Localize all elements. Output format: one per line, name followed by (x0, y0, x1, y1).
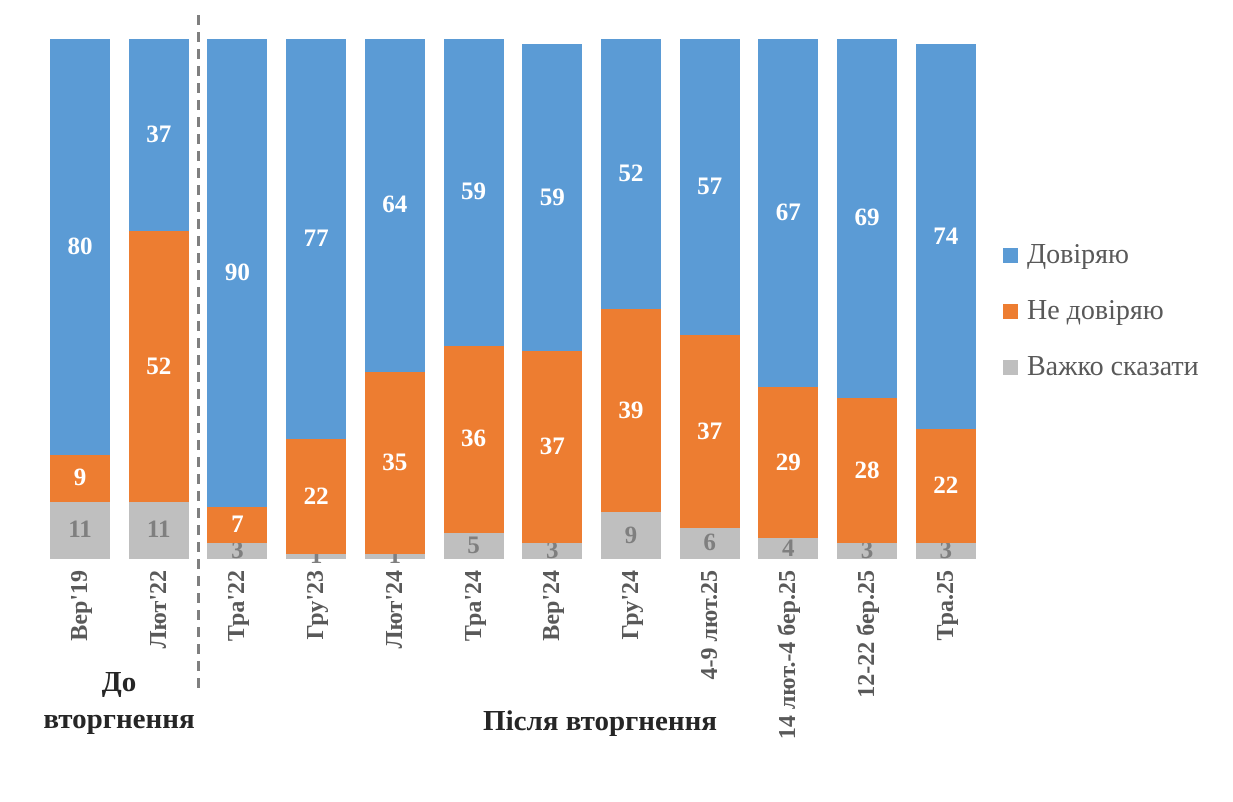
x-axis-label: 4-9 лют.25 (696, 570, 723, 680)
value-label-distrust: 28 (854, 456, 880, 484)
value-label-trust: 77 (303, 225, 329, 253)
legend-swatch-hard-to-say-icon (1003, 359, 1018, 375)
segment-hard-to-say (364, 553, 425, 559)
group-label-before-line1: До (101, 666, 137, 698)
value-label-distrust: 22 (933, 472, 959, 500)
segment-distrust (600, 309, 661, 513)
value-label-hard-to-say: 11 (68, 516, 92, 544)
segment-trust (364, 39, 425, 372)
segment-distrust (286, 439, 347, 554)
segment-hard-to-say (443, 533, 504, 559)
segment-trust (128, 39, 189, 232)
value-label-trust: 59 (539, 183, 565, 211)
value-label-trust: 59 (461, 178, 486, 206)
legend-swatch-distrust-icon (1003, 303, 1018, 319)
value-label-trust: 52 (618, 160, 644, 188)
legend: Довіряю Не довіряю Важко сказати (1003, 239, 1199, 382)
segment-distrust (522, 351, 583, 544)
value-label-hard-to-say: 3 (545, 537, 559, 565)
value-label-trust: 37 (146, 121, 172, 149)
segment-hard-to-say (758, 538, 819, 559)
x-axis-label: Вер'24 (539, 570, 566, 641)
x-axis-label: Тра'24 (460, 570, 487, 642)
x-axis-label: 14 лют.-4 бер.25 (775, 570, 802, 740)
value-label-trust: 90 (224, 259, 250, 286)
segment-hard-to-say (522, 543, 583, 559)
segment-distrust (50, 455, 110, 502)
value-label-hard-to-say: 6 (703, 529, 716, 557)
segment-distrust (443, 345, 504, 533)
group-label-before-invasion: До вторгнення (43, 664, 194, 738)
value-label-distrust: 35 (382, 448, 408, 476)
legend-item-hard-to-say: Важко сказати (1003, 351, 1199, 382)
segment-distrust (364, 371, 425, 554)
value-label-distrust: 36 (461, 425, 486, 453)
segment-distrust (207, 507, 268, 544)
legend-label-distrust: Не довіряю (1027, 295, 1164, 326)
x-axis-label: Тра.25 (932, 570, 959, 641)
value-label-distrust: 9 (73, 464, 87, 492)
segment-hard-to-say (915, 543, 976, 559)
value-label-hard-to-say: 5 (467, 532, 480, 559)
segment-hard-to-say (600, 512, 661, 559)
value-label-hard-to-say: 9 (624, 521, 638, 549)
value-label-hard-to-say: 3 (860, 537, 874, 565)
x-axis-label: Лют'24 (381, 570, 408, 649)
value-label-hard-to-say: 3 (939, 537, 952, 565)
group-label-after-invasion: Після вторгнення (483, 705, 717, 737)
segment-trust (286, 39, 347, 440)
value-label-trust: 80 (67, 233, 93, 260)
value-label-trust: 67 (775, 199, 801, 227)
legend-item-trust: Довіряю (1003, 239, 1199, 270)
group-label-before-line2: вторгнення (43, 703, 195, 735)
segment-trust (443, 39, 504, 346)
segment-hard-to-say (286, 553, 347, 559)
legend-label-trust: Довіряю (1027, 239, 1129, 270)
segment-hard-to-say (207, 543, 268, 559)
legend-item-distrust: Не довіряю (1003, 295, 1199, 326)
segment-hard-to-say (128, 501, 189, 559)
segment-trust (758, 39, 819, 388)
x-axis-label: 12-22 бер.25 (854, 570, 880, 698)
x-axis-label: Тра'22 (224, 570, 251, 642)
x-axis-label: Гру'23 (303, 570, 330, 640)
legend-swatch-trust-icon (1003, 247, 1018, 263)
segment-distrust (679, 335, 740, 528)
segment-trust (600, 39, 661, 310)
segment-hard-to-say (837, 543, 897, 559)
segment-distrust (128, 231, 189, 502)
value-label-distrust: 37 (697, 417, 723, 445)
segment-distrust (758, 387, 819, 539)
value-label-distrust: 39 (618, 396, 644, 424)
segment-trust (679, 39, 740, 336)
legend-label-hard-to-say: Важко сказати (1027, 351, 1199, 382)
value-label-distrust: 22 (303, 482, 329, 510)
value-label-distrust: 37 (539, 433, 565, 461)
segment-trust (837, 39, 897, 398)
x-axis-label: Гру'24 (617, 570, 644, 640)
value-label-distrust: 29 (775, 448, 801, 476)
value-label-distrust: 52 (146, 352, 172, 380)
segment-trust (522, 44, 583, 351)
segment-hard-to-say (50, 501, 110, 559)
value-label-trust: 57 (697, 173, 723, 201)
segment-hard-to-say (679, 527, 740, 559)
value-label-hard-to-say: 11 (146, 516, 171, 544)
group-separator-line (196, 15, 200, 690)
value-label-trust: 69 (854, 204, 880, 232)
value-label-trust: 64 (382, 191, 408, 219)
segment-trust (50, 39, 110, 455)
segment-distrust (837, 397, 897, 544)
value-label-hard-to-say: 3 (231, 537, 244, 565)
segment-distrust (915, 429, 976, 544)
value-label-trust: 74 (933, 222, 959, 250)
value-label-hard-to-say: 4 (782, 534, 795, 562)
value-label-distrust: 7 (231, 511, 244, 539)
segment-trust (915, 44, 976, 429)
segment-trust (207, 39, 268, 507)
